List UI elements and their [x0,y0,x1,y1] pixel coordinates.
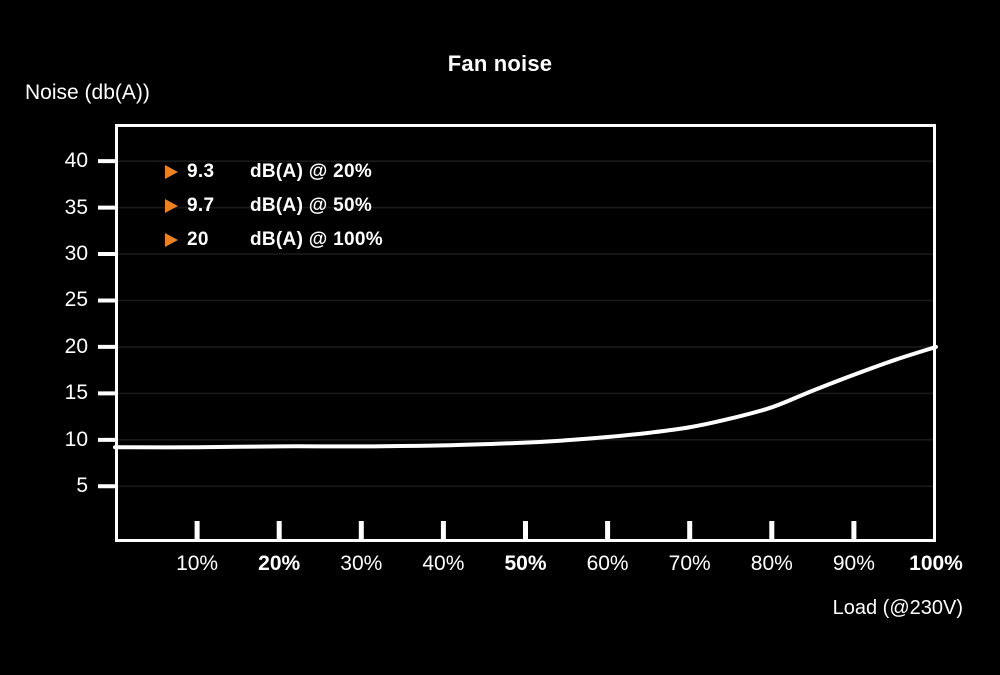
triangle-marker-icon [165,164,178,179]
triangle-marker-icon [165,232,178,247]
y-axis-label: Noise (db(A)) [25,81,150,104]
legend-label: dB(A) @ 20% [250,160,373,182]
x-tick-label: 50% [504,552,547,575]
legend-row: 9.7 dB(A) @ 50% [165,195,383,216]
y-tick-label: 20 [64,334,88,358]
x-tick-label: 100% [909,552,963,575]
x-tick-label: 70% [668,552,711,575]
legend-label: dB(A) @ 100% [250,228,383,250]
plot-border [115,124,936,542]
chart-title: Fan noise [447,51,553,76]
triangle-marker-icon [165,198,178,213]
x-tick-label: 40% [422,552,465,575]
x-axis-label: Load (@230V) [832,597,963,619]
y-tick-label: 25 [64,288,88,312]
x-tick-label: 20% [258,552,301,575]
x-tick-label: 10% [176,552,219,575]
y-tick-label: 40 [64,149,88,173]
legend-label: dB(A) @ 50% [250,194,373,216]
y-tick-label: 15 [64,381,88,405]
legend-value: 20 [187,228,209,250]
y-tick-label: 5 [76,474,88,498]
x-tick-label: 60% [586,552,629,575]
chart-legend: 9.3 dB(A) @ 20% 9.7 dB(A) @ 50% 20 dB(A) @ 10… [165,161,383,263]
x-tick-label: 90% [832,552,875,575]
legend-row: 20 dB(A) @ 100% [165,229,383,250]
x-tick-label: 80% [750,552,793,575]
y-tick-label: 10 [64,427,88,451]
noise-curve [113,344,938,450]
y-tick-label: 35 [64,195,88,219]
y-tick-label: 30 [64,242,88,266]
x-tick-label: 30% [340,552,383,575]
legend-row: 9.3 dB(A) @ 20% [165,161,383,182]
legend-value: 9.7 [187,194,215,216]
legend-value: 9.3 [187,160,215,182]
